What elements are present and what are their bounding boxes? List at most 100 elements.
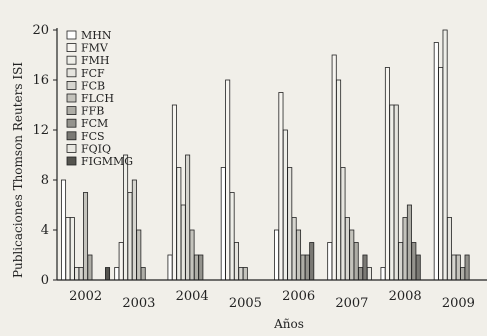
bar-mhn-2009	[433, 42, 439, 281]
bar-fmh-2008	[389, 104, 395, 281]
bar-mhn-2004	[167, 254, 173, 281]
legend-swatch-fcm	[66, 118, 77, 128]
bar-ffb-2002	[87, 254, 93, 281]
legend-label-fcb: FCB	[81, 79, 105, 92]
bar-fmv-2003	[118, 242, 124, 281]
bar-fqiq-2007	[366, 267, 372, 281]
bar-fmv-2002	[65, 217, 71, 281]
bar-ffb-2006	[300, 254, 306, 281]
bar-fmv-2007	[331, 54, 337, 281]
bar-fcm-2009	[464, 254, 470, 281]
x-axis-label: Años	[273, 317, 304, 331]
legend-label-fqiq: FQIQ	[81, 142, 111, 155]
y-axis-label: Publicaciones Thomson Reuters ISI	[11, 62, 25, 278]
legend-swatch-fcb	[66, 81, 77, 90]
legend-swatch-fqiq	[66, 143, 77, 153]
bar-mhn-2003	[114, 267, 120, 281]
bar-fcb-2007	[344, 217, 350, 281]
bar-fmh-2006	[282, 129, 288, 281]
bar-fcf-2004	[180, 204, 186, 281]
bar-fcf-2009	[446, 217, 452, 281]
bar-flch-2005	[242, 267, 248, 281]
bar-flch-2004	[189, 229, 195, 281]
x-tick-label: 2006	[282, 289, 315, 304]
bar-ffb-2003	[140, 267, 146, 281]
bar-fcf-2005	[233, 242, 239, 281]
x-tick-label: 2004	[176, 289, 209, 304]
bar-fcb-2005	[238, 267, 244, 281]
bar-fcs-2006	[309, 242, 315, 281]
legend-swatch-flch	[66, 93, 77, 103]
bar-fcs-2008	[415, 254, 421, 281]
legend-swatch-ffb	[66, 106, 77, 115]
bar-flch-2002	[83, 192, 89, 281]
bar-fmv-2009	[438, 67, 444, 281]
bar-fcm-2007	[358, 267, 364, 281]
bar-fmh-2005	[229, 192, 235, 281]
legend-label-fcf: FCF	[81, 67, 105, 80]
bar-fcm-2004	[198, 254, 204, 281]
bar-fcs-2007	[362, 254, 368, 281]
bar-fmv-2005	[225, 79, 231, 281]
x-tick-label: 2007	[335, 296, 368, 311]
y-tick-label: 20	[32, 23, 49, 38]
bar-flch-2003	[136, 229, 142, 281]
legend-label-figmmg: FIGMMG	[81, 155, 133, 168]
legend-label-fcm: FCM	[81, 117, 108, 130]
legend-label-mhn: MHN	[81, 29, 112, 42]
y-tick-label: 8	[41, 173, 49, 188]
y-tick-label: 16	[32, 73, 49, 88]
legend-swatch-fmh	[66, 55, 77, 65]
legend-label-fmv: FMV	[81, 42, 109, 55]
bar-mhn-2005	[220, 167, 226, 281]
bar-fcf-2006	[287, 167, 293, 281]
x-tick-label: 2003	[122, 296, 155, 311]
bar-fcb-2002	[78, 267, 84, 281]
bar-fmh-2007	[336, 79, 342, 281]
bar-ffb-2008	[406, 204, 412, 281]
bar-fcb-2003	[131, 179, 137, 281]
x-tick-labels: 2002 2003 2004 2005 2006 2007 2008 2009	[69, 289, 475, 311]
bar-fcb-2006	[291, 217, 297, 281]
bar-fmh-2009	[442, 29, 448, 281]
bar-flch-2009	[455, 254, 461, 281]
bar-fcf-2003	[127, 192, 133, 281]
bar-fmh-2002	[69, 217, 75, 281]
legend-label-fcs: FCS	[81, 130, 105, 143]
bar-fcb-2009	[451, 254, 457, 281]
legend-swatch-fcs	[66, 131, 77, 141]
y-tick-labels: 0 4 8 12 16 20	[32, 23, 57, 288]
legend-swatch-mhn	[66, 30, 77, 40]
x-tick-label: 2002	[69, 289, 102, 304]
bar-fcf-2002	[74, 267, 80, 281]
legend-swatch-figmmg	[66, 156, 77, 166]
legend-swatch-fmv	[66, 43, 77, 52]
bar-mhn-2006	[274, 229, 280, 281]
legend-swatch-fcf	[66, 68, 77, 78]
legend-label-fmh: FMH	[81, 54, 110, 67]
bar-fcf-2008	[393, 104, 399, 281]
bar-fcb-2008	[398, 242, 404, 281]
bar-ffb-2004	[193, 254, 199, 281]
bar-fcm-2006	[304, 254, 310, 281]
bar-fmh-2003	[123, 154, 129, 281]
bar-ffb-2009	[460, 267, 466, 281]
bar-figmmg-2002	[105, 267, 111, 281]
legend-label-ffb: FFB	[81, 105, 104, 118]
y-tick-label: 0	[41, 273, 49, 288]
y-tick-label: 4	[41, 223, 49, 238]
x-tick-label: 2008	[389, 289, 422, 304]
legend-label-flch: FLCH	[81, 92, 114, 105]
x-tick-label: 2009	[442, 296, 475, 311]
bar-mhn-2008	[380, 267, 386, 281]
bar-fmv-2008	[384, 67, 390, 281]
bar-fcf-2007	[340, 167, 346, 281]
x-tick-label: 2005	[229, 296, 262, 311]
bar-flch-2008	[402, 217, 408, 281]
bar-mhn-2002	[61, 179, 67, 281]
bar-flch-2007	[349, 229, 355, 281]
bar-fcb-2004	[185, 154, 191, 281]
y-tick-label: 12	[32, 123, 49, 138]
